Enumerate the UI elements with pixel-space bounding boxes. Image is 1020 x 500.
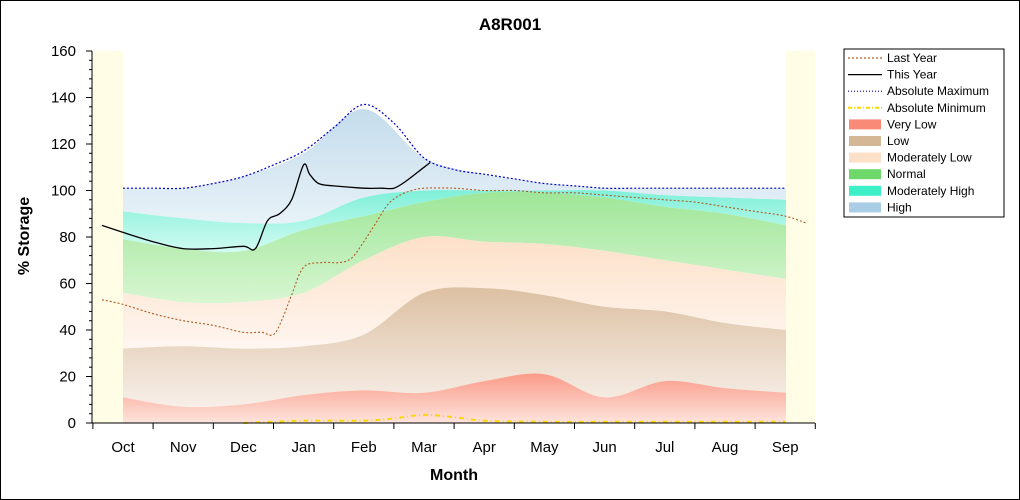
legend-label: Absolute Minimum: [887, 101, 986, 115]
legend-label: Last Year: [887, 51, 937, 65]
x-tick-label: Jul: [655, 439, 674, 456]
y-tick-label: 0: [68, 415, 76, 432]
y-tick-label: 80: [59, 229, 76, 246]
x-tick-label: Nov: [170, 439, 197, 456]
y-tick-label: 60: [59, 276, 76, 293]
band-low: [123, 287, 786, 408]
x-axis-ticks: Oct Nov Dec Jan Feb Mar Apr May Jun Jul Aug Sep: [92, 423, 816, 456]
legend-label: Absolute Maximum: [887, 84, 989, 98]
x-tick-label: Apr: [473, 439, 496, 456]
y-axis-label: % Storage: [16, 197, 33, 275]
legend-label: High: [887, 200, 912, 214]
band-very-low: [123, 373, 786, 423]
lines-group: [101, 103, 807, 424]
legend-label: Moderately High: [887, 184, 974, 198]
y-tick-label: 140: [51, 90, 76, 107]
y-tick-label: 20: [59, 369, 76, 386]
legend-swatch: [849, 136, 881, 146]
bands-group: [123, 109, 786, 423]
legend-label: This Year: [887, 68, 937, 82]
series-line-this-year: [101, 162, 431, 251]
legend-swatch: [849, 119, 881, 130]
x-tick-label: Feb: [351, 439, 377, 456]
legend: Last Year This Year Absolute Maximum Absolu…: [843, 48, 1005, 218]
series-line-last-year: [101, 187, 807, 336]
x-axis-label: Month: [430, 467, 478, 484]
y-tick-label: 160: [51, 43, 76, 60]
legend-label: Moderately Low: [887, 151, 972, 165]
chart-title: A8R001: [479, 15, 541, 34]
y-tick-label: 100: [51, 183, 76, 200]
y-tick-label: 40: [59, 322, 76, 339]
band-high: [123, 109, 786, 224]
x-tick-label: Oct: [111, 439, 135, 456]
legend-swatch: [849, 169, 881, 180]
x-tick-label: Aug: [712, 439, 739, 456]
y-axis-ticks: 0 20 40 60 80 100 120 140 160: [51, 43, 92, 432]
band-normal: [123, 191, 786, 304]
band-moderately-low: [123, 236, 786, 349]
x-tick-label: May: [530, 439, 559, 456]
x-tick-label: Jun: [593, 439, 617, 456]
legend-swatch: [849, 185, 881, 196]
legend-swatch: [849, 202, 881, 213]
series-line-absolute-maximum: [123, 103, 786, 190]
legend-label: Very Low: [887, 117, 937, 131]
legend-swatch: [849, 152, 881, 163]
x-tick-label: Jan: [292, 439, 316, 456]
x-tick-label: Mar: [411, 439, 437, 456]
x-tick-label: Dec: [230, 439, 257, 456]
series-line-absolute-minimum: [243, 413, 786, 424]
legend-label: Normal: [887, 167, 926, 181]
x-tick-label: Sep: [772, 439, 799, 456]
band-moderately-high: [123, 189, 786, 253]
legend-label: Low: [887, 134, 909, 148]
y-tick-label: 120: [51, 136, 76, 153]
